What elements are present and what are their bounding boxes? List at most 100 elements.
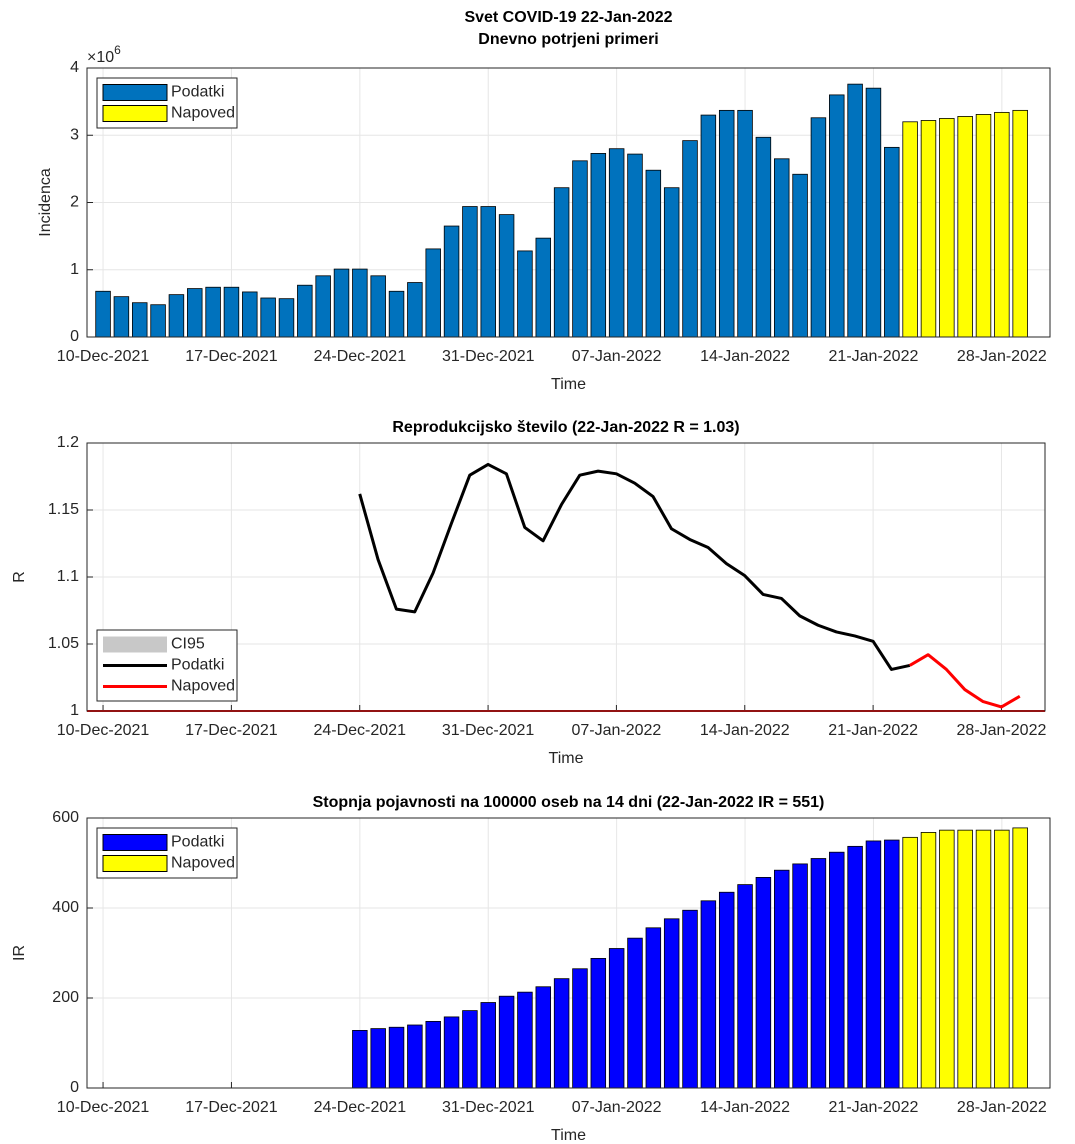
bar xyxy=(810,858,827,1089)
bar xyxy=(462,1010,478,1089)
bar xyxy=(939,118,955,338)
bar xyxy=(278,298,295,338)
legend: Podatki Napoved xyxy=(96,77,238,129)
legend-swatch xyxy=(102,84,168,101)
x-tick-label: 24-Dec-2021 xyxy=(314,1099,407,1116)
x-tick-label: 07-Jan-2022 xyxy=(572,1099,662,1116)
legend: CI95 Podatki Napoved xyxy=(96,629,238,702)
bar xyxy=(590,153,607,338)
bar xyxy=(333,268,350,338)
bar xyxy=(498,214,515,338)
y-multiplier: ×106 xyxy=(87,43,121,66)
bar xyxy=(187,288,203,338)
x-tick-label: 10-Dec-2021 xyxy=(57,722,150,739)
x-tick-label: 07-Jan-2022 xyxy=(572,348,662,365)
bar xyxy=(792,863,808,1089)
bar xyxy=(113,296,130,338)
bar xyxy=(425,248,441,338)
bar xyxy=(242,291,258,338)
x-tick-label: 24-Dec-2021 xyxy=(313,722,406,739)
x-tick-label: 17-Dec-2021 xyxy=(185,722,278,739)
bar xyxy=(572,160,588,338)
bar xyxy=(535,986,552,1089)
bar xyxy=(517,250,533,338)
y-axis-label: Incidenca xyxy=(37,168,54,237)
y-tick-label: 1 xyxy=(70,261,79,278)
bar xyxy=(1012,827,1028,1089)
y-tick-label: 4 xyxy=(70,59,79,76)
y-tick-label: 1 xyxy=(70,702,79,719)
y-tick-label: 1.1 xyxy=(57,568,79,585)
y-tick-label: 0 xyxy=(70,1079,79,1096)
bar xyxy=(737,884,753,1089)
bar xyxy=(957,116,973,338)
x-tick-label: 31-Dec-2021 xyxy=(442,1099,535,1116)
bar xyxy=(682,140,698,338)
x-axis-label: Time xyxy=(549,750,584,767)
bar xyxy=(1012,109,1028,338)
axes: Reprodukcijsko število (22-Jan-2022 R = … xyxy=(11,419,1046,767)
x-tick-label: 28-Jan-2022 xyxy=(957,1099,1047,1116)
bar xyxy=(315,275,331,338)
axes-box xyxy=(86,67,1051,338)
chart-title: Reprodukcijsko število (22-Jan-2022 R = … xyxy=(392,419,739,436)
y-tick-label: 2 xyxy=(70,194,79,211)
y-tick-label: 400 xyxy=(52,899,79,916)
legend-label: Podatki xyxy=(171,834,224,851)
legend: Podatki Napoved xyxy=(96,827,238,879)
x-tick-label: 28-Jan-2022 xyxy=(957,348,1047,365)
x-tick-label: 17-Dec-2021 xyxy=(185,1099,278,1116)
bar xyxy=(939,829,955,1089)
x-tick-label: 21-Jan-2022 xyxy=(829,348,919,365)
bar xyxy=(865,87,882,338)
line xyxy=(909,653,1021,709)
bar xyxy=(700,114,717,338)
bar xyxy=(975,829,992,1089)
bar xyxy=(150,304,166,338)
bar xyxy=(407,282,423,338)
bar xyxy=(847,83,863,338)
y-tick-label: 1.05 xyxy=(48,635,79,652)
axes: Svet COVID-19 22-Jan-2022 Dnevno potrjeni… xyxy=(37,9,1051,393)
bar xyxy=(884,146,900,338)
bar xyxy=(994,111,1010,338)
y-tick-label: 200 xyxy=(52,989,79,1006)
bar xyxy=(370,1028,386,1089)
bar xyxy=(847,845,863,1089)
bar xyxy=(297,284,313,338)
legend-swatch xyxy=(102,855,168,872)
bar xyxy=(755,877,772,1089)
legend-swatch xyxy=(102,834,168,851)
bar xyxy=(168,294,185,338)
bar xyxy=(370,275,386,338)
bar xyxy=(553,187,570,338)
bar xyxy=(388,1026,405,1089)
bar xyxy=(462,206,478,338)
x-tick-label: 21-Jan-2022 xyxy=(828,722,918,739)
bar xyxy=(590,958,607,1089)
y-tick-label: 600 xyxy=(52,809,79,826)
bar xyxy=(608,148,625,338)
bar xyxy=(700,900,717,1089)
bar xyxy=(902,121,918,338)
bar xyxy=(902,836,918,1089)
chart-title: Dnevno potrjeni primeri xyxy=(478,31,658,48)
bar xyxy=(663,918,680,1089)
x-tick-label: 14-Jan-2022 xyxy=(700,348,790,365)
bar xyxy=(755,136,772,338)
bar xyxy=(810,117,827,338)
bar xyxy=(829,94,845,338)
y-tick-label: 1.15 xyxy=(48,501,79,518)
legend-label: Napoved xyxy=(171,678,235,695)
bar xyxy=(627,153,643,338)
y-axis-label: R xyxy=(11,571,28,583)
bar xyxy=(443,225,460,338)
bar xyxy=(682,909,698,1089)
bar xyxy=(627,937,643,1089)
bar xyxy=(480,206,496,338)
x-tick-label: 28-Jan-2022 xyxy=(957,722,1047,739)
bar xyxy=(645,169,662,338)
bar xyxy=(131,302,148,338)
y-tick-label: 0 xyxy=(70,328,79,345)
